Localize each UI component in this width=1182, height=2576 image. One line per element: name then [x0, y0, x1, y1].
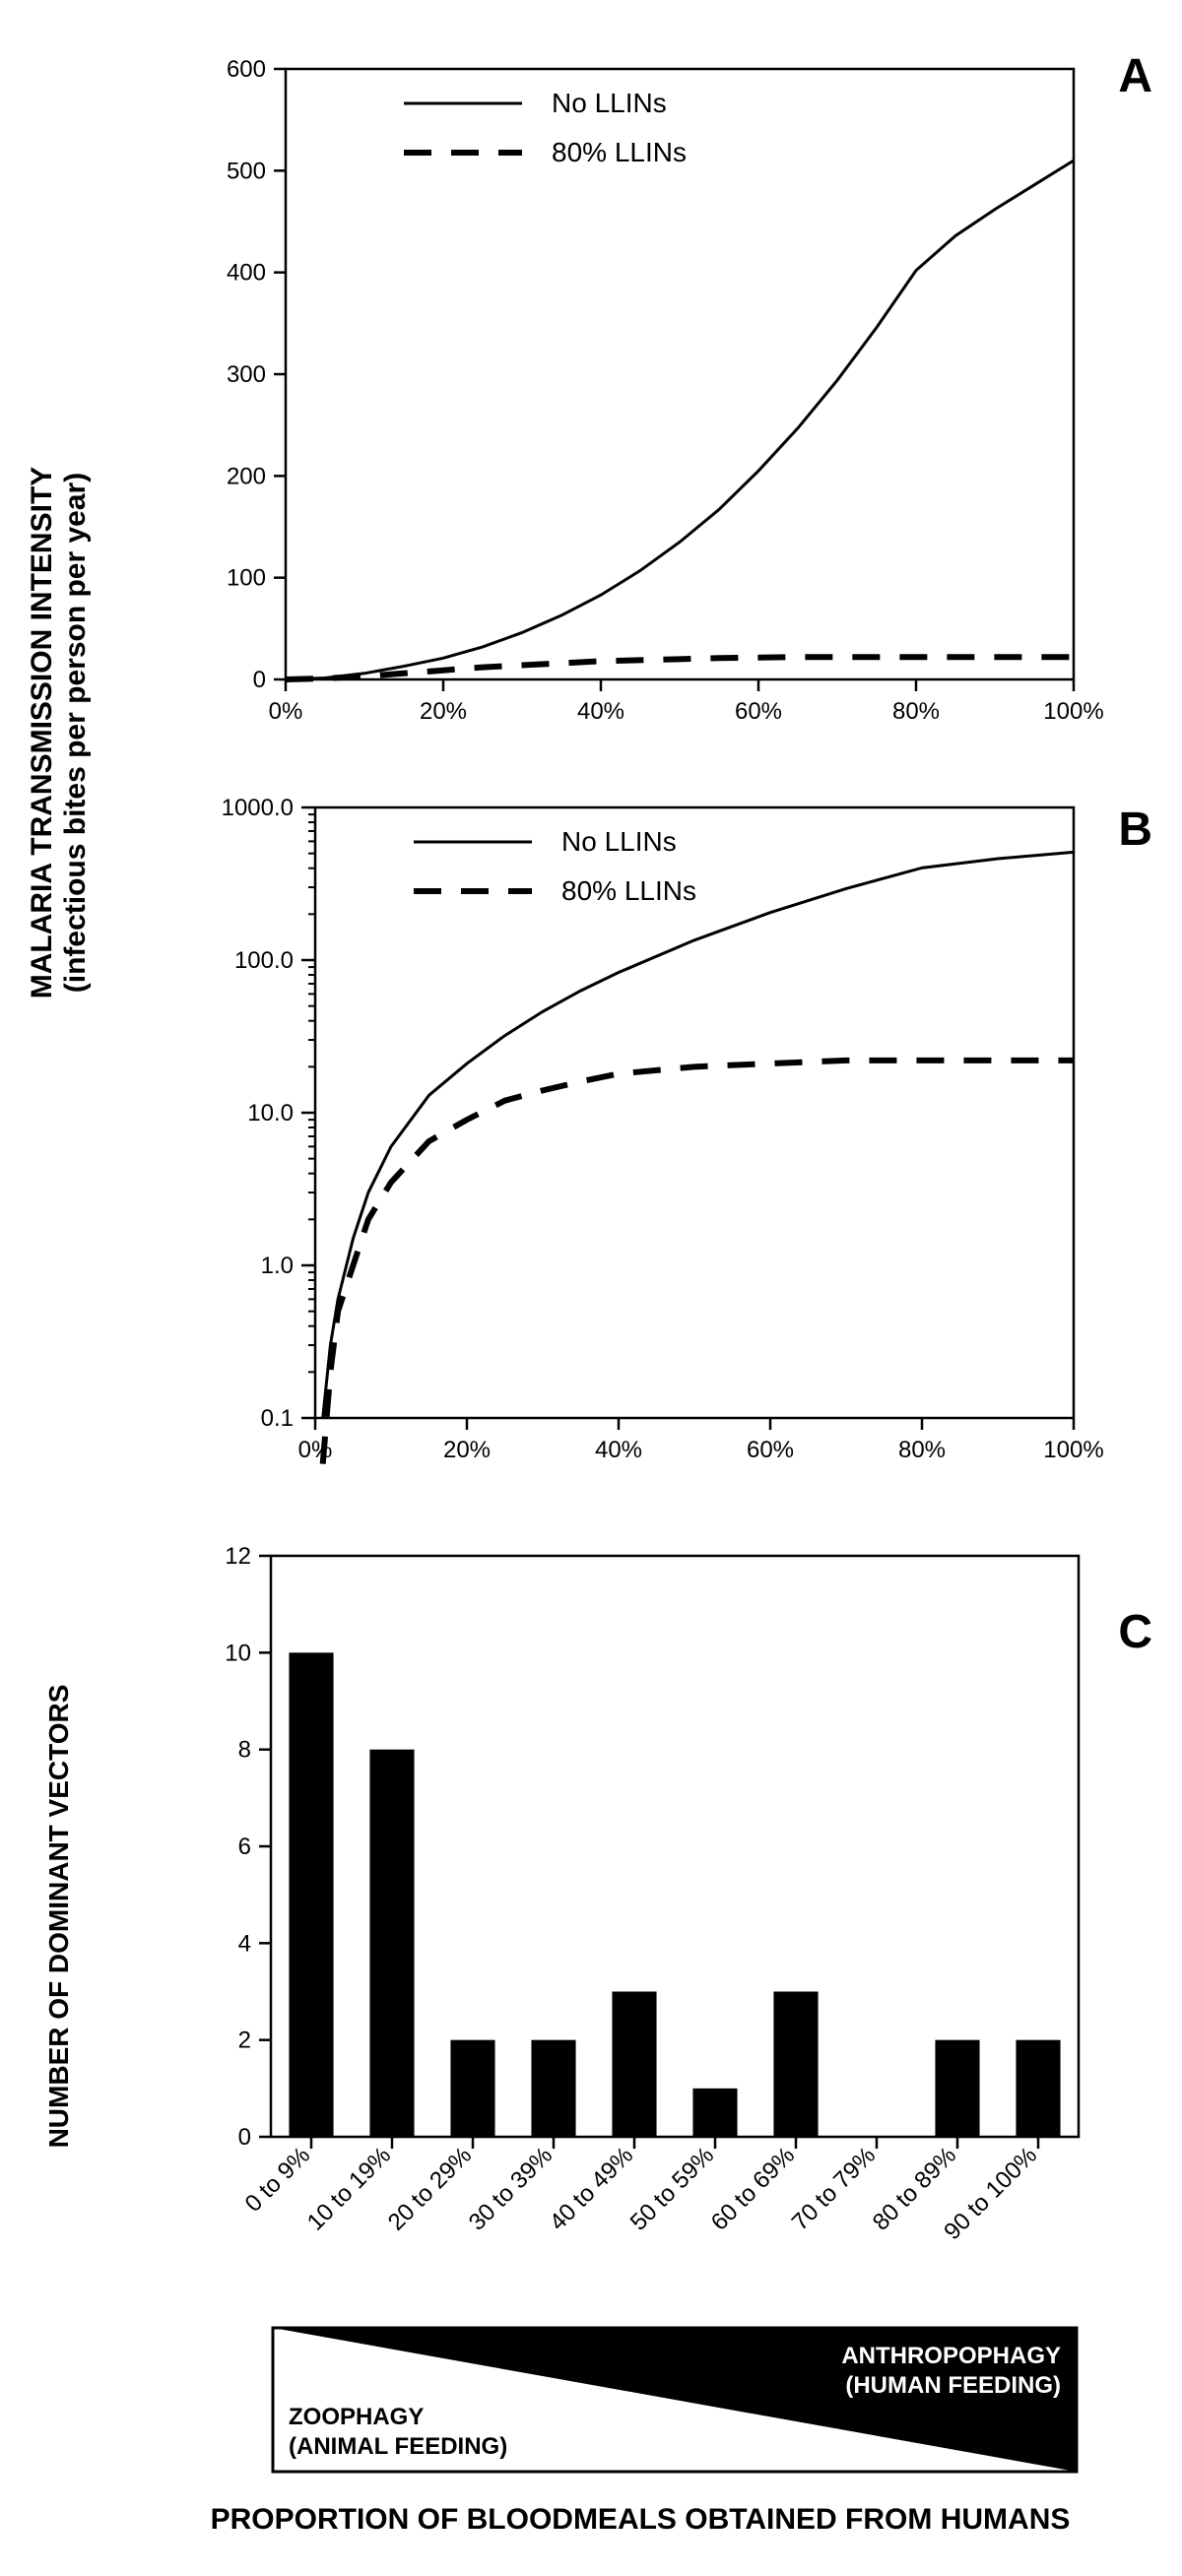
panel-b-chart: 0%20%40%60%80%100%0.11.010.0100.01000.0N… — [197, 778, 1103, 1487]
svg-text:10 to 19%: 10 to 19% — [302, 2142, 397, 2236]
svg-text:300: 300 — [227, 361, 266, 388]
svg-text:30 to 39%: 30 to 39% — [464, 2142, 558, 2236]
svg-text:100%: 100% — [1043, 698, 1103, 725]
svg-text:6: 6 — [238, 1834, 251, 1860]
yaxis-label-ab-line2: (infectious bites per person per year) — [59, 437, 93, 1028]
gradient-bar: ANTHROPOPHAGY (HUMAN FEEDING) ZOOPHAGY (ANI… — [271, 2326, 1079, 2474]
svg-text:ANTHROPOPHAGY: ANTHROPOPHAGY — [841, 2343, 1061, 2369]
panel-c-chart: 0 2 4 6 8 10 12 0 to 9%10 to 19%20 to 29%30 to … — [197, 1546, 1103, 2314]
svg-text:60%: 60% — [735, 698, 782, 725]
svg-text:60 to 69%: 60 to 69% — [706, 2142, 801, 2236]
svg-text:1.0: 1.0 — [261, 1253, 294, 1279]
svg-text:0.1: 0.1 — [261, 1405, 294, 1432]
panel-label-a: A — [1118, 49, 1152, 103]
svg-text:40%: 40% — [595, 1437, 642, 1463]
svg-text:500: 500 — [227, 158, 266, 184]
svg-text:600: 600 — [227, 56, 266, 83]
svg-text:40%: 40% — [577, 698, 624, 725]
xaxis-label: PROPORTION OF BLOODMEALS OBTAINED FROM H… — [158, 2503, 1123, 2537]
svg-text:0: 0 — [253, 667, 266, 693]
svg-text:20%: 20% — [443, 1437, 491, 1463]
svg-text:0: 0 — [238, 2124, 251, 2151]
svg-text:(HUMAN FEEDING): (HUMAN FEEDING) — [845, 2372, 1061, 2399]
svg-text:10.0: 10.0 — [247, 1100, 294, 1127]
svg-text:12: 12 — [225, 1543, 251, 1570]
svg-text:20%: 20% — [420, 698, 467, 725]
svg-text:70 to 79%: 70 to 79% — [787, 2142, 882, 2236]
svg-text:80% LLINs: 80% LLINs — [552, 137, 687, 167]
svg-text:100.0: 100.0 — [234, 947, 294, 974]
svg-text:60%: 60% — [747, 1437, 794, 1463]
panel-a-chart: 0% 20% 40% 60% 80% 100% 0 100 200 300 400 500 600 No … — [197, 39, 1103, 748]
yaxis-label-c: NUMBER OF DOMINANT VECTORS — [43, 1670, 75, 2162]
svg-text:(ANIMAL FEEDING): (ANIMAL FEEDING) — [289, 2433, 507, 2460]
svg-text:50 to 59%: 50 to 59% — [625, 2142, 720, 2236]
svg-text:No LLINs: No LLINs — [552, 88, 667, 118]
svg-text:10: 10 — [225, 1640, 251, 1666]
svg-text:2: 2 — [238, 2028, 251, 2054]
svg-text:80% LLINs: 80% LLINs — [561, 875, 696, 906]
svg-text:200: 200 — [227, 463, 266, 489]
figure-container: MALARIA TRANSMISSION INTENSITY (infectio… — [0, 0, 1182, 2576]
svg-text:100%: 100% — [1043, 1437, 1103, 1463]
svg-text:1000.0: 1000.0 — [222, 795, 294, 821]
svg-text:400: 400 — [227, 260, 266, 287]
yaxis-label-ab: MALARIA TRANSMISSION INTENSITY (infectio… — [26, 437, 93, 1028]
svg-text:100: 100 — [227, 565, 266, 592]
yaxis-label-ab-line1: MALARIA TRANSMISSION INTENSITY — [26, 437, 59, 1028]
panel-label-b: B — [1118, 803, 1152, 857]
svg-text:0 to 9%: 0 to 9% — [240, 2142, 316, 2218]
svg-text:80%: 80% — [898, 1437, 946, 1463]
svg-text:40 to 49%: 40 to 49% — [545, 2142, 639, 2236]
svg-text:8: 8 — [238, 1737, 251, 1764]
panel-label-c: C — [1118, 1605, 1152, 1659]
svg-text:ZOOPHAGY: ZOOPHAGY — [289, 2404, 424, 2430]
svg-text:20 to 29%: 20 to 29% — [383, 2142, 478, 2236]
svg-text:0%: 0% — [269, 698, 303, 725]
svg-text:No LLINs: No LLINs — [561, 826, 677, 857]
svg-text:80%: 80% — [892, 698, 940, 725]
svg-text:4: 4 — [238, 1930, 251, 1957]
